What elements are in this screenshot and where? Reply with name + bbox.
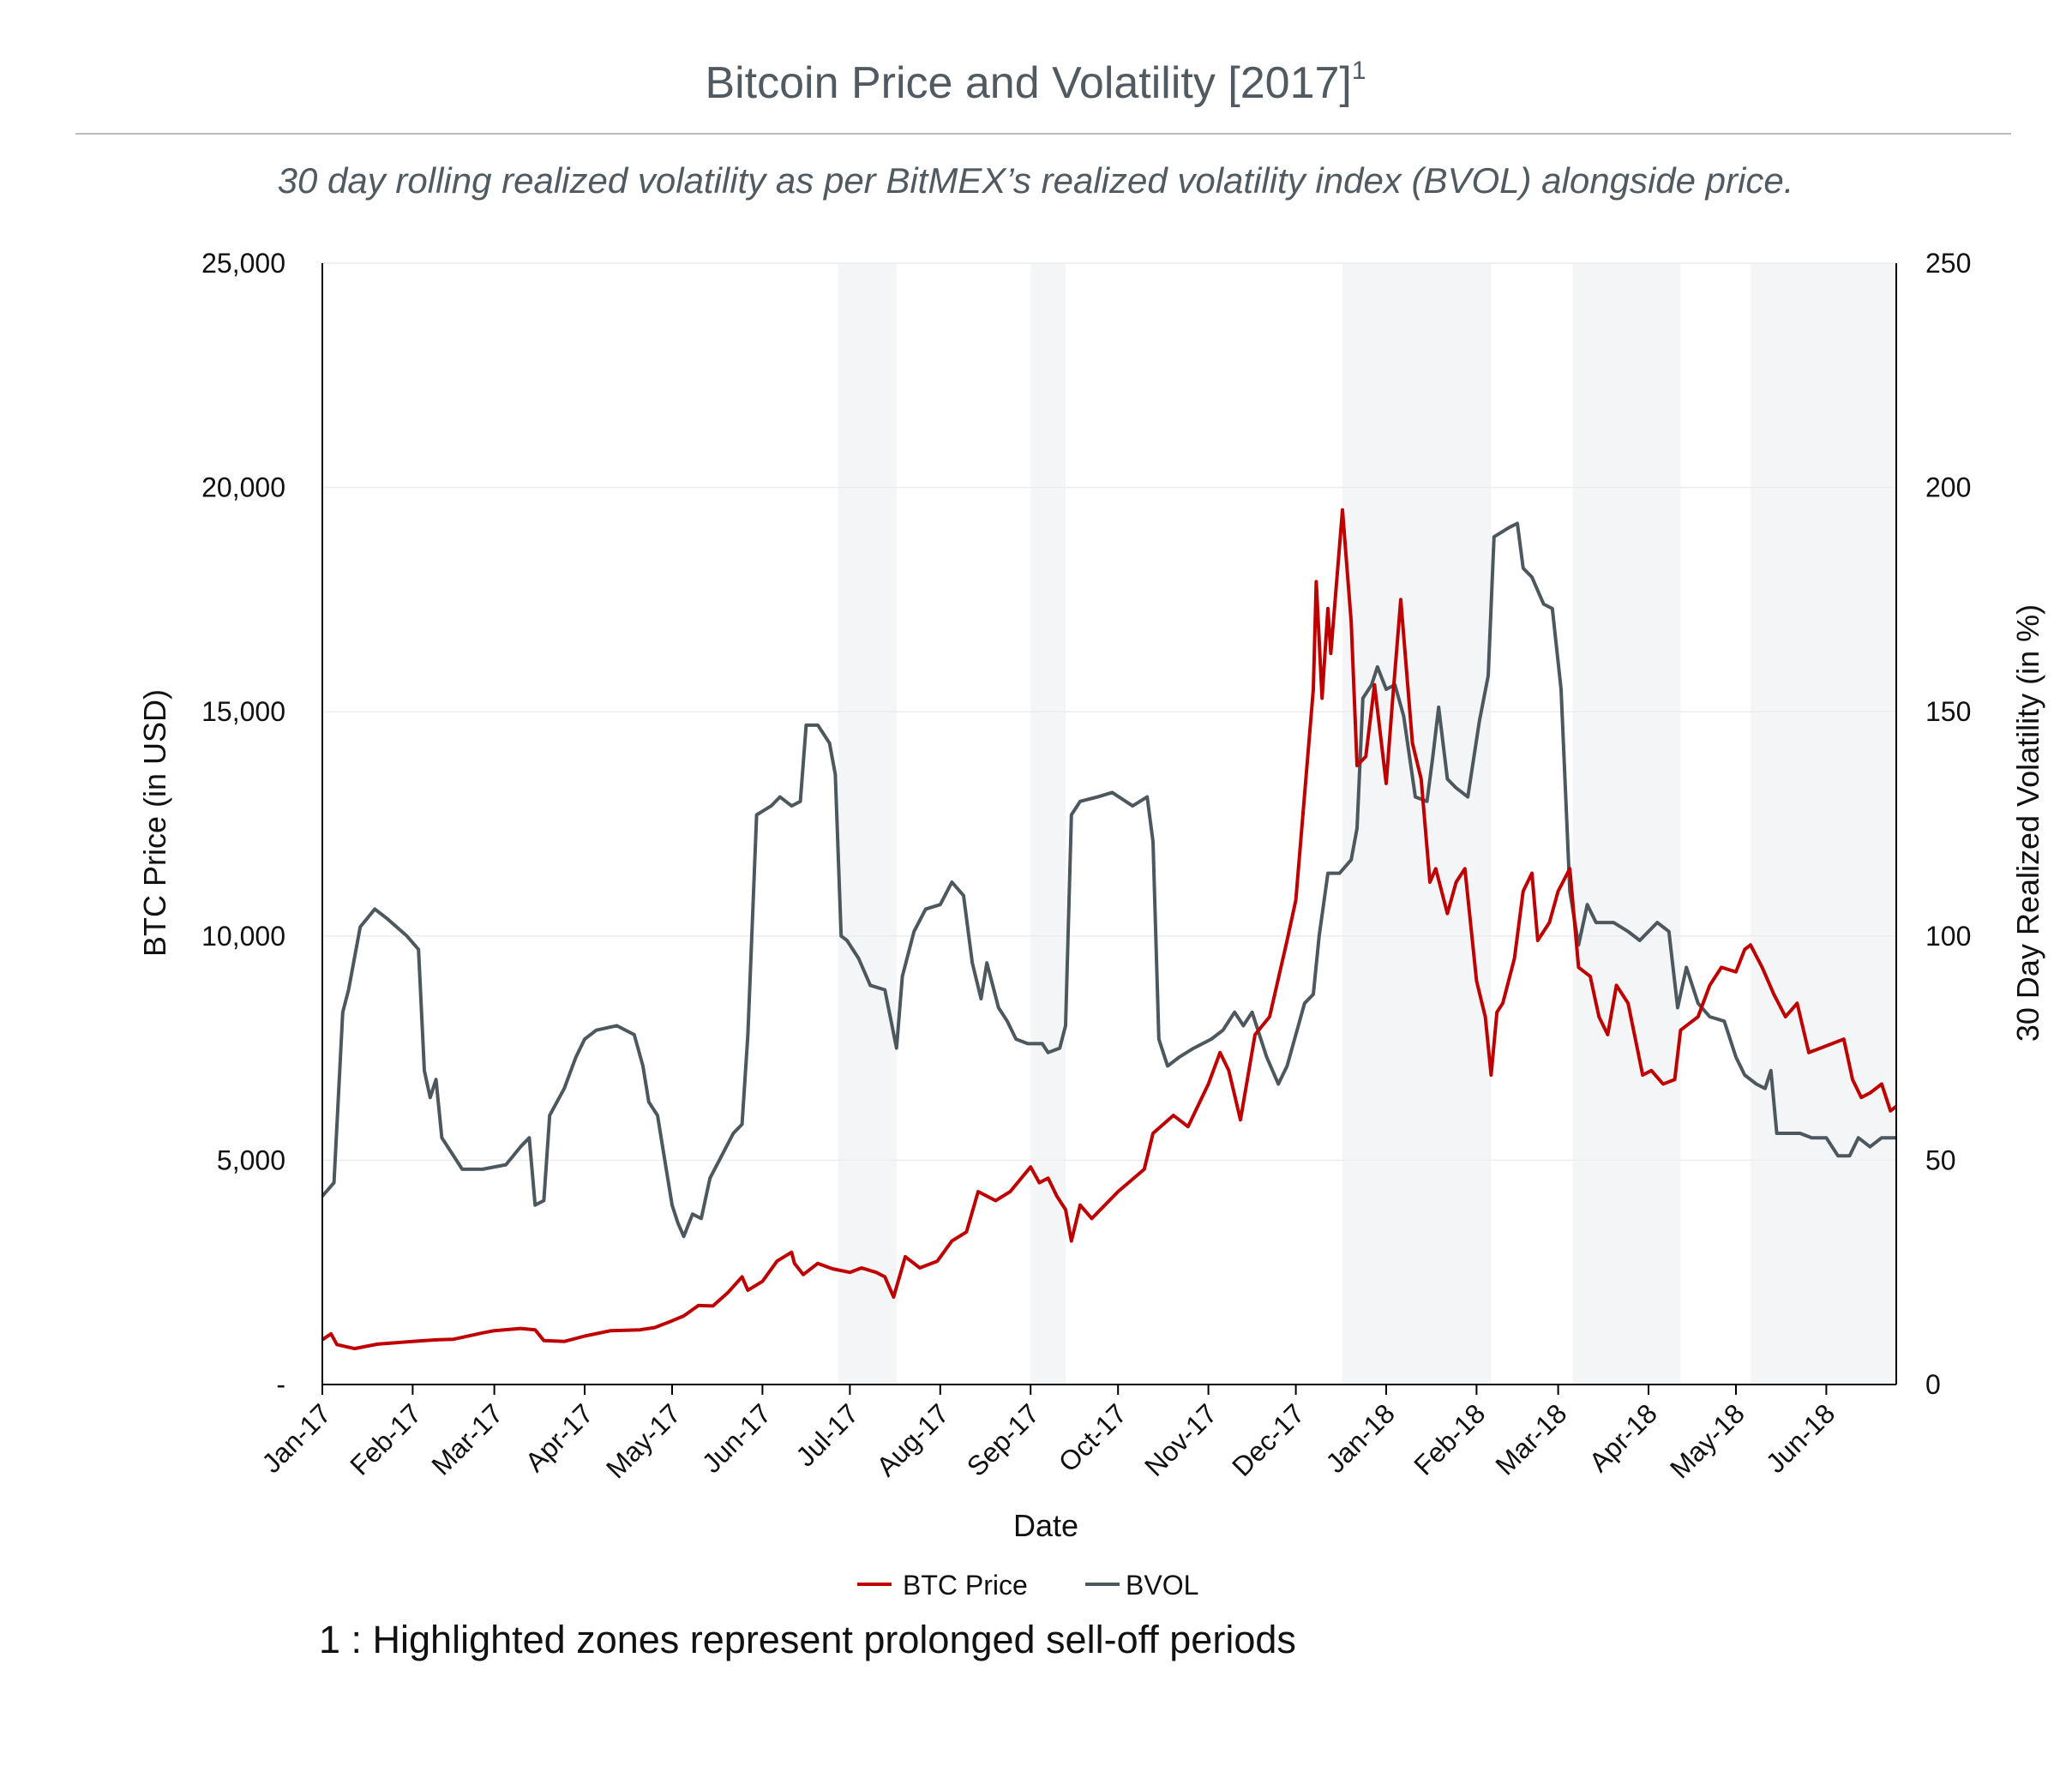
- series-line-bvol: [321, 521, 1896, 1239]
- sell-off-zone: [1030, 263, 1066, 1385]
- right-axis-title: 30 Day Realized Volatility (in %): [2010, 604, 2045, 1042]
- x-tick-label: May-18: [1664, 1397, 1751, 1484]
- right-tick-label: 0: [1925, 1369, 1941, 1400]
- x-tick-label: Aug-17: [870, 1397, 954, 1481]
- left-tick-label: 5,000: [217, 1144, 285, 1175]
- title-superscript: 1: [1352, 57, 1366, 85]
- x-tick-label: Jan-18: [1319, 1397, 1401, 1479]
- x-tick-label: Jun-18: [1760, 1397, 1841, 1479]
- x-tick-label: Nov-17: [1138, 1397, 1222, 1481]
- x-axis-title: Date: [1013, 1508, 1078, 1543]
- x-tick-label: Jun-17: [696, 1397, 778, 1479]
- sell-off-zone: [1751, 263, 1896, 1385]
- series-lines: [321, 508, 1898, 1351]
- x-tick-label: Apr-18: [1583, 1397, 1663, 1477]
- series-line-btc: [321, 508, 1898, 1351]
- left-tick-label: -: [276, 1369, 285, 1400]
- footnote: 1 : Highlighted zones represent prolonge…: [319, 1618, 1296, 1661]
- x-tick-label: Dec-17: [1226, 1397, 1310, 1481]
- x-tick-label: Apr-17: [520, 1397, 599, 1477]
- x-tick-label: Mar-18: [1489, 1397, 1572, 1481]
- left-tick-label: 20,000: [201, 472, 285, 503]
- x-tick-label: Oct-17: [1053, 1397, 1132, 1477]
- right-axis-ticks: 0 50 100 150 200 250: [1925, 248, 1971, 1400]
- x-tick-label: Feb-18: [1408, 1397, 1491, 1481]
- legend-label-bvol: BVOL: [1126, 1570, 1198, 1601]
- gridlines: [322, 262, 1896, 1162]
- chart-subtitle: 30 day rolling realized volatility as pe…: [278, 160, 1794, 201]
- left-tick-label: 10,000: [201, 921, 285, 952]
- legend: BTC Price BVOL: [857, 1570, 1198, 1601]
- right-tick-label: 200: [1925, 472, 1971, 503]
- right-tick-label: 100: [1925, 921, 1971, 952]
- left-axis-ticks: - 5,000 10,000 15,000 20,000 25,000: [201, 248, 285, 1400]
- left-tick-label: 25,000: [201, 248, 285, 279]
- x-tick-label: Feb-17: [344, 1397, 427, 1481]
- legend-label-btc: BTC Price: [903, 1570, 1028, 1601]
- right-tick-label: 150: [1925, 696, 1971, 727]
- x-tick-label: Jan-17: [255, 1397, 337, 1479]
- right-tick-label: 250: [1925, 248, 1971, 279]
- x-tick-label: Sep-17: [961, 1397, 1045, 1481]
- right-tick-label: 50: [1925, 1144, 1956, 1175]
- sell-off-zone: [838, 263, 897, 1385]
- highlight-zones: [838, 263, 1896, 1385]
- chart-title: Bitcoin Price and Volatility [2017]1: [705, 57, 1366, 108]
- left-tick-label: 15,000: [201, 696, 285, 727]
- sell-off-zone: [1342, 263, 1492, 1385]
- x-tick-label: Mar-17: [425, 1397, 508, 1481]
- left-axis-title: BTC Price (in USD): [137, 689, 172, 957]
- chart-title-main: Bitcoin Price and Volatility [2017]: [705, 58, 1351, 108]
- sell-off-zone: [1572, 263, 1681, 1385]
- x-tick-label: Jul-17: [790, 1397, 864, 1472]
- x-tick-label: May-17: [600, 1397, 687, 1484]
